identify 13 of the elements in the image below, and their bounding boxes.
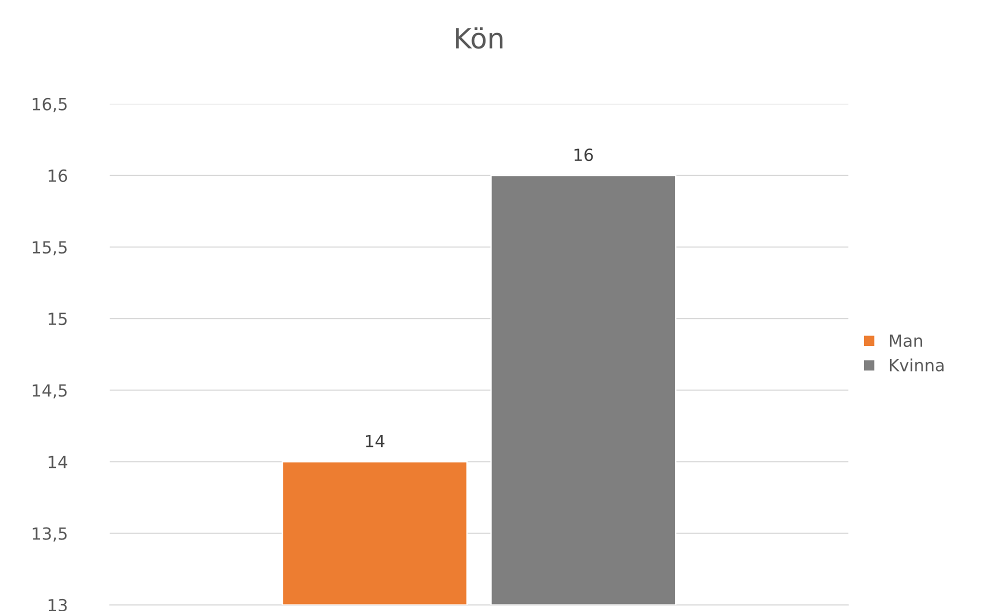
data-label: 16 xyxy=(574,148,593,162)
y-tick-label: 16,5 xyxy=(32,98,67,112)
y-tick-label: 14 xyxy=(48,456,68,468)
y-tick-label: 13 xyxy=(48,598,67,611)
y-tick-label: 13,5 xyxy=(32,527,67,542)
y-tick-label: 14,5 xyxy=(32,384,67,398)
y-tick-label: 16 xyxy=(48,169,68,182)
legend-label: Kvinna xyxy=(890,358,944,372)
legend-label: Man xyxy=(890,334,922,347)
chart-title: Kön xyxy=(456,27,502,49)
y-tick-label: 15 xyxy=(48,312,67,326)
y-tick-label: 15,5 xyxy=(32,241,67,256)
data-label: 14 xyxy=(366,435,384,448)
